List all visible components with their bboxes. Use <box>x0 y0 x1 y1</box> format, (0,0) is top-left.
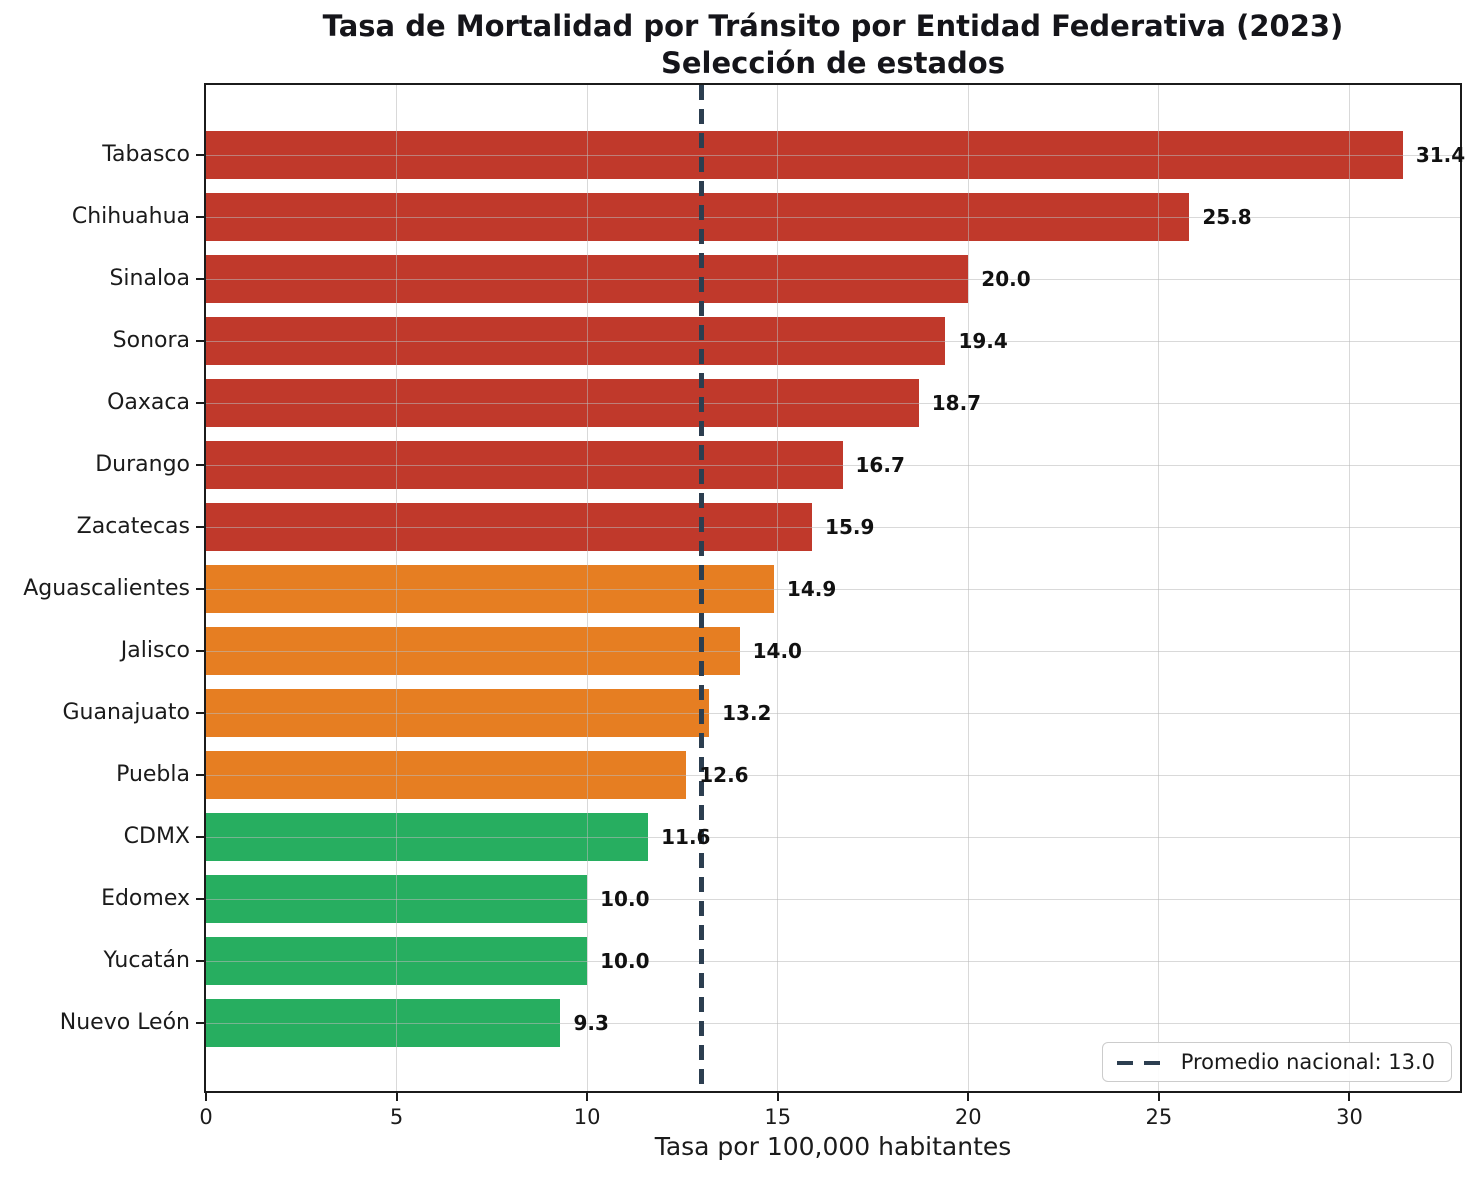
y-axis-label: Zacatecas <box>76 514 190 539</box>
x-tick <box>776 1093 779 1101</box>
gridline-y <box>206 464 1460 466</box>
y-axis-label: Sonora <box>112 328 190 353</box>
y-axis-label: Aguascalientes <box>23 576 190 601</box>
y-tick <box>196 216 204 218</box>
y-axis-label: Durango <box>95 452 190 477</box>
x-tick <box>1157 1093 1160 1101</box>
bar-value-label: 18.7 <box>931 391 982 415</box>
gridline-x <box>1348 85 1350 1091</box>
x-tick <box>967 1093 970 1101</box>
bar-value-label: 14.9 <box>786 577 837 601</box>
gridline-y <box>206 154 1460 156</box>
chart-title: Tasa de Mortalidad por Tránsito por Enti… <box>322 9 1344 43</box>
bar-value-label: 15.9 <box>825 515 875 539</box>
gridline-y <box>206 402 1460 404</box>
bar-value-label: 10.0 <box>600 887 650 911</box>
y-tick <box>196 464 204 466</box>
bar-value-label: 25.8 <box>1202 205 1252 229</box>
bar-value-label: 10.0 <box>600 949 650 973</box>
y-tick <box>196 650 204 652</box>
y-axis-label: Jalisco <box>120 638 190 663</box>
y-tick <box>196 1022 204 1024</box>
bar-value-label: 31.4 <box>1415 143 1466 167</box>
gridline-x <box>777 85 779 1091</box>
y-axis-label: Tabasco <box>102 142 190 167</box>
y-tick <box>196 774 204 776</box>
x-tick-label: 20 <box>954 1105 982 1129</box>
y-tick <box>196 526 204 528</box>
y-axis-label: Chihuahua <box>71 204 190 229</box>
gridline-y <box>206 526 1460 528</box>
y-axis-label: Nuevo León <box>59 1010 190 1035</box>
gridline-x <box>967 85 969 1091</box>
x-tick-label: 5 <box>389 1105 404 1129</box>
gridline-y <box>206 898 1460 900</box>
gridline-y <box>206 774 1460 776</box>
bar-value-label: 16.7 <box>855 453 905 477</box>
y-tick <box>196 836 204 838</box>
y-tick <box>196 278 204 280</box>
legend: Promedio nacional: 13.0 <box>1101 1042 1452 1082</box>
bar-value-label: 20.0 <box>981 267 1031 291</box>
y-axis-label: Edomex <box>101 886 190 911</box>
y-tick <box>196 402 204 404</box>
chart-subtitle: Selección de estados <box>661 46 1005 80</box>
national-average-line <box>699 85 704 1091</box>
x-tick-label: 10 <box>573 1105 601 1129</box>
bar-value-label: 11.6 <box>661 825 711 849</box>
gridline-y <box>206 960 1460 962</box>
bar-value-label: 12.6 <box>699 763 749 787</box>
dashed-line-swatch <box>1116 1061 1163 1065</box>
y-axis-label: Yucatán <box>103 948 191 973</box>
gridline-y <box>206 650 1460 652</box>
x-tick-label: 0 <box>199 1105 213 1129</box>
gridline-y <box>206 712 1460 714</box>
bar-value-label: 19.4 <box>958 329 1008 353</box>
gridline-y <box>206 588 1460 590</box>
x-axis-title: Tasa por 100,000 habitantes <box>654 1132 1012 1161</box>
x-tick-label: 15 <box>764 1105 792 1129</box>
plot-area: Promedio nacional: 13.0 31.4 25.8 20.0 19.4… <box>204 83 1466 1093</box>
y-axis-label: Puebla <box>116 762 190 787</box>
legend-label: Promedio nacional: 13.0 <box>1180 1050 1435 1074</box>
bar-value-label: 13.2 <box>722 701 772 725</box>
y-axis-label: Guanajuato <box>62 700 190 725</box>
y-tick <box>196 712 204 714</box>
y-tick <box>196 960 204 962</box>
y-tick <box>196 898 204 900</box>
gridline-y <box>206 836 1460 838</box>
x-tick-label: 25 <box>1145 1105 1173 1129</box>
y-axis-label: CDMX <box>123 824 190 849</box>
gridline-y <box>206 278 1460 280</box>
gridline-y <box>206 216 1460 218</box>
x-tick-label: 30 <box>1336 1105 1363 1129</box>
gridline-x <box>1158 85 1160 1091</box>
x-tick <box>586 1093 589 1101</box>
bar-value-label: 14.0 <box>752 639 802 663</box>
gridline-x <box>586 85 588 1091</box>
y-tick <box>196 588 204 590</box>
y-axis-label: Sinaloa <box>109 266 190 291</box>
gridline-x <box>396 85 398 1091</box>
x-tick <box>395 1093 398 1101</box>
gridline-y <box>206 340 1460 342</box>
y-axis-label: Oaxaca <box>107 390 190 415</box>
y-tick <box>196 154 204 156</box>
y-tick <box>196 340 204 342</box>
x-tick <box>205 1093 207 1101</box>
x-tick <box>1348 1093 1351 1101</box>
title-block: Tasa de Mortalidad por Tránsito por Enti… <box>204 8 1462 82</box>
gridline-y <box>206 1022 1460 1024</box>
bar-value-label: 9.3 <box>573 1011 609 1035</box>
